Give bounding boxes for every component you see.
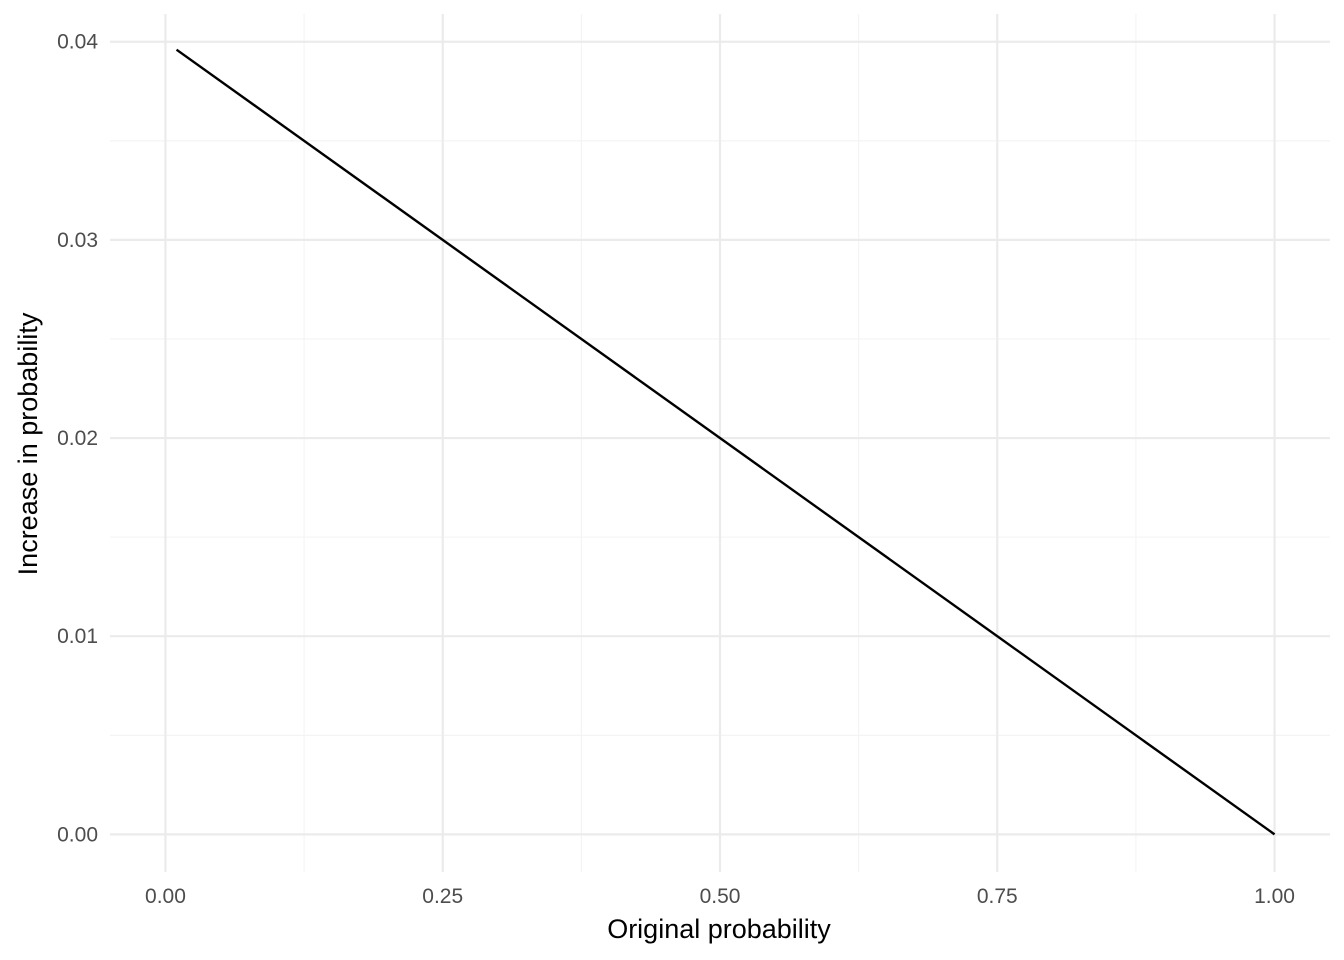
- y-axis-title: Increase in probability: [13, 312, 43, 575]
- y-tick-label: 0.00: [57, 823, 98, 846]
- x-tick-label: 0.00: [145, 885, 186, 908]
- x-tick-label: 0.50: [700, 885, 741, 908]
- x-tick-label: 0.25: [422, 885, 463, 908]
- y-axis-ticks: 0.00 0.01 0.02 0.03 0.04: [57, 31, 98, 847]
- x-tick-label: 1.00: [1254, 885, 1295, 908]
- series-layer: [175, 48, 1276, 836]
- y-tick-label: 0.03: [57, 229, 98, 252]
- x-axis-ticks: 0.00 0.25 0.50 0.75 1.00: [145, 885, 1295, 908]
- y-tick-label: 0.02: [57, 427, 98, 450]
- series-line: [175, 48, 1276, 836]
- y-tick-label: 0.01: [57, 625, 98, 648]
- major-gridlines: [110, 14, 1330, 872]
- x-tick-label: 0.75: [977, 885, 1018, 908]
- y-tick-label: 0.04: [57, 31, 98, 54]
- x-axis-title: Original probability: [607, 914, 831, 944]
